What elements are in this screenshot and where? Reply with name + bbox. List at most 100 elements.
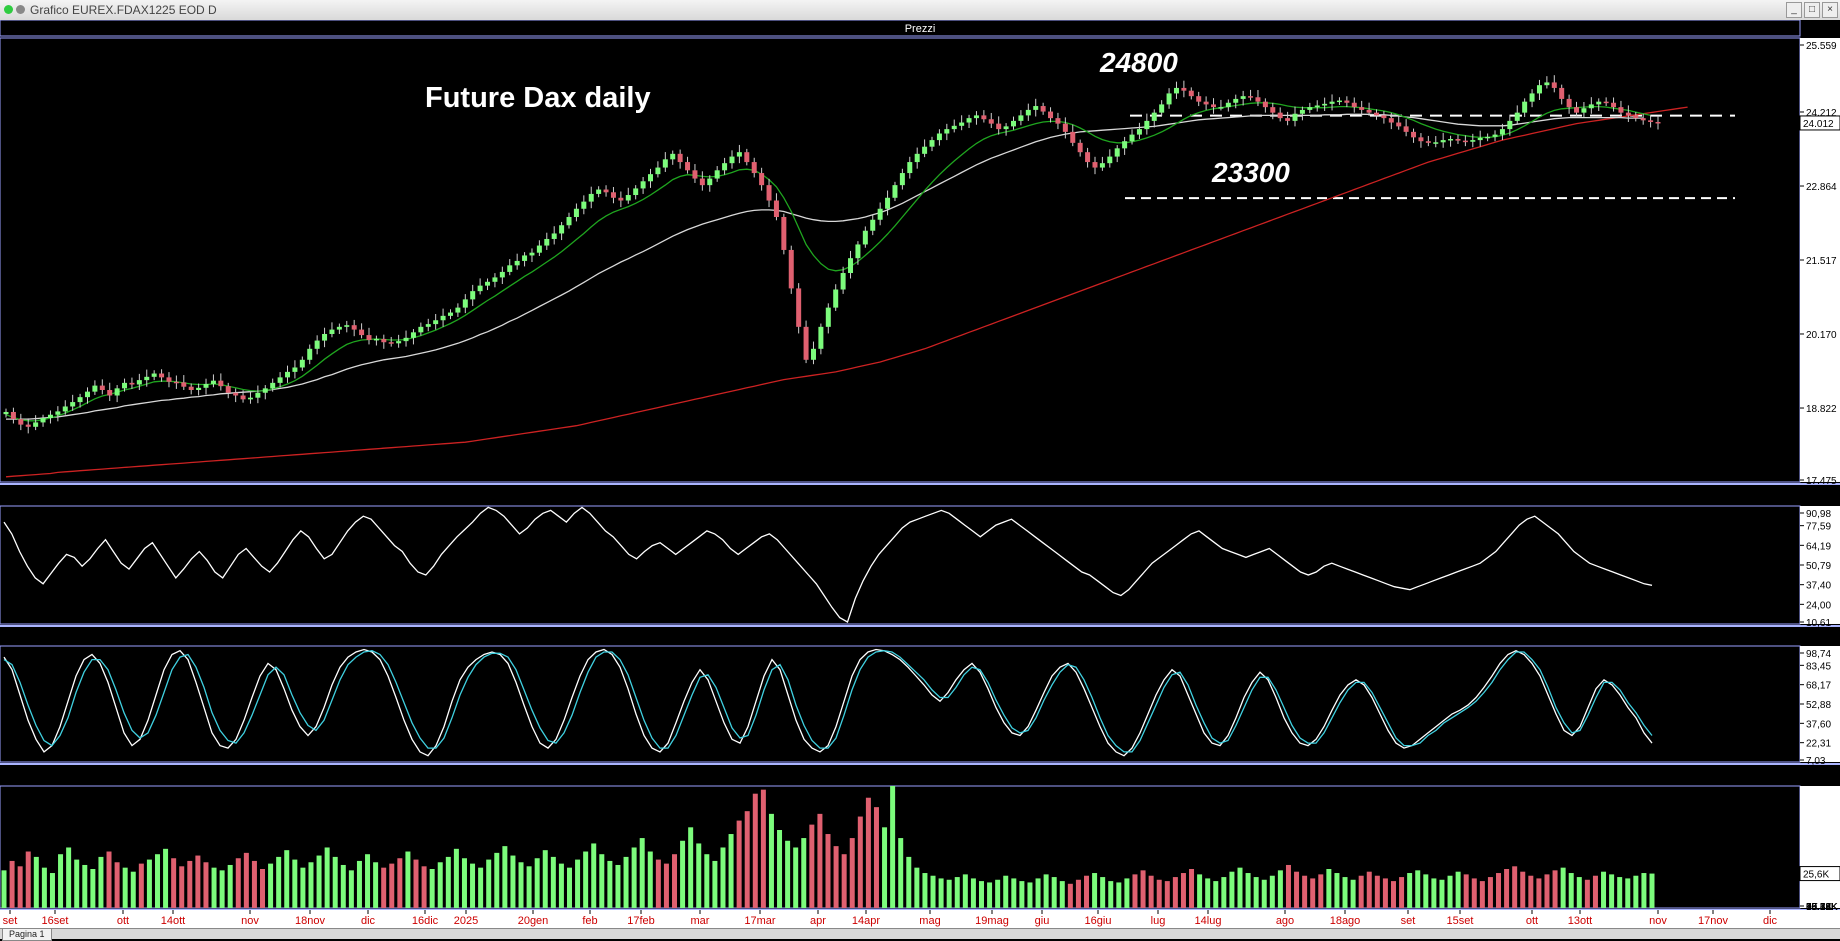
candle-bear [803, 326, 809, 360]
volume-bar [801, 838, 807, 908]
volume-bar [970, 878, 976, 908]
close-button[interactable]: × [1822, 2, 1838, 18]
price-panel-title: Prezzi [905, 23, 936, 35]
candle-bear [1396, 122, 1402, 127]
candle-bear [10, 411, 16, 420]
candle-bull [922, 146, 928, 154]
stochastic-panel-axis-bg [1800, 646, 1840, 762]
volume-bar [292, 859, 298, 908]
time-tick-label: 14ott [161, 915, 185, 927]
candle-bear [781, 216, 787, 250]
candle-bull [1485, 136, 1491, 139]
volume-bar [1471, 878, 1477, 908]
volume-bar [809, 824, 815, 908]
volume-bar [1140, 870, 1146, 908]
candle-bear [1048, 111, 1054, 119]
candle-bear [381, 338, 387, 343]
candle-bull [640, 181, 646, 189]
volume-bar [9, 860, 15, 908]
candle-bear [1055, 118, 1061, 124]
candle-bull [410, 332, 416, 338]
volume-bar [890, 786, 896, 908]
candle-bull [929, 140, 935, 147]
volume-bar [106, 851, 112, 908]
ma_mid-line [6, 113, 1644, 420]
volume-bar [1649, 873, 1655, 908]
volume-bar [785, 840, 791, 908]
candle-bull [1225, 102, 1231, 108]
chart-area[interactable]: Prezzi 25.559 24.212 22.864 21.517 20.170 18.… [0, 20, 1840, 928]
volume-bar [793, 847, 799, 908]
volume-bar [987, 882, 993, 908]
candle-bull [1010, 120, 1016, 127]
candle-bear [1344, 100, 1350, 103]
volume-panel-axis-bg [1800, 786, 1840, 908]
volume-bar [873, 807, 879, 908]
candle-bear [18, 419, 24, 425]
volume-axis-tick-label: 75,6K [1806, 902, 1832, 913]
price-panel[interactable]: 25.559 24.212 22.864 21.517 20.170 18.822 17.4… [0, 37, 1840, 487]
volume-bar [1261, 879, 1267, 908]
candle-bull [722, 163, 728, 171]
volume-bar [187, 860, 193, 908]
candle-bear [1648, 120, 1654, 122]
candle-bull [596, 189, 602, 194]
candle-bear [1574, 107, 1580, 113]
volume-bar [1285, 864, 1291, 908]
candle-bull [959, 122, 965, 126]
candle-bear [988, 119, 994, 124]
candle-bull [307, 348, 313, 360]
candle-bull [396, 341, 402, 344]
volume-bar [1019, 881, 1025, 908]
candle-bear [1285, 118, 1291, 121]
candle-bear [1351, 102, 1357, 108]
volume-bar [1512, 866, 1518, 908]
candle-bull [559, 225, 565, 234]
candle-bull [1514, 112, 1520, 121]
candle-bull [944, 129, 950, 134]
volume-bar [1156, 879, 1162, 908]
time-tick-label: mar [691, 915, 710, 927]
candle-bear [359, 329, 365, 336]
volume-bar [841, 854, 847, 908]
oscillator-panel-frame [0, 505, 1801, 625]
candle-bull [536, 245, 542, 253]
candle-bull [1003, 126, 1009, 130]
volume-bar [1124, 878, 1130, 908]
volume-bar [865, 797, 871, 908]
volume-bar [591, 843, 597, 908]
candle-bull [262, 388, 268, 393]
volume-bar [260, 869, 266, 908]
time-tick-label: giu [1035, 915, 1050, 927]
volume-bar [768, 813, 774, 908]
volume-bar [1617, 877, 1623, 908]
candle-bear [773, 200, 779, 217]
sheet-tab[interactable]: Pagina 1 [2, 928, 52, 941]
volume-bar [1075, 879, 1081, 908]
candle-bull [292, 367, 298, 372]
candle-bull [670, 153, 676, 160]
candle-bull [655, 167, 661, 175]
stochastic-panel-pct-k-line [3, 648, 1653, 757]
minimize-button[interactable]: _ [1786, 2, 1802, 18]
time-tick-label: 16giu [1085, 915, 1112, 927]
oscillator-panel-axis-tick-label: 10,61 [1806, 618, 1831, 629]
candle-bull [1218, 107, 1224, 109]
maximize-button[interactable]: □ [1804, 2, 1820, 18]
candle-bear [1262, 101, 1268, 108]
oscillator-panel-axis-tick-label: 64,19 [1806, 541, 1831, 552]
candle-bear [1248, 96, 1254, 98]
volume-bar [688, 827, 694, 908]
candle-bear [181, 382, 187, 387]
time-tick-label: set [1401, 915, 1416, 927]
candle-bear [188, 386, 194, 391]
candle-bull [1522, 101, 1528, 113]
volume-bar [1496, 873, 1502, 908]
candle-bull [1477, 137, 1483, 141]
time-tick-label: ott [1526, 915, 1538, 927]
volume-bar [1318, 874, 1324, 908]
oscillator-panel[interactable]: 90,98 77,59 64,19 50,79 37,40 24,00 10,61 [0, 505, 1840, 629]
candle-bull [499, 271, 505, 278]
